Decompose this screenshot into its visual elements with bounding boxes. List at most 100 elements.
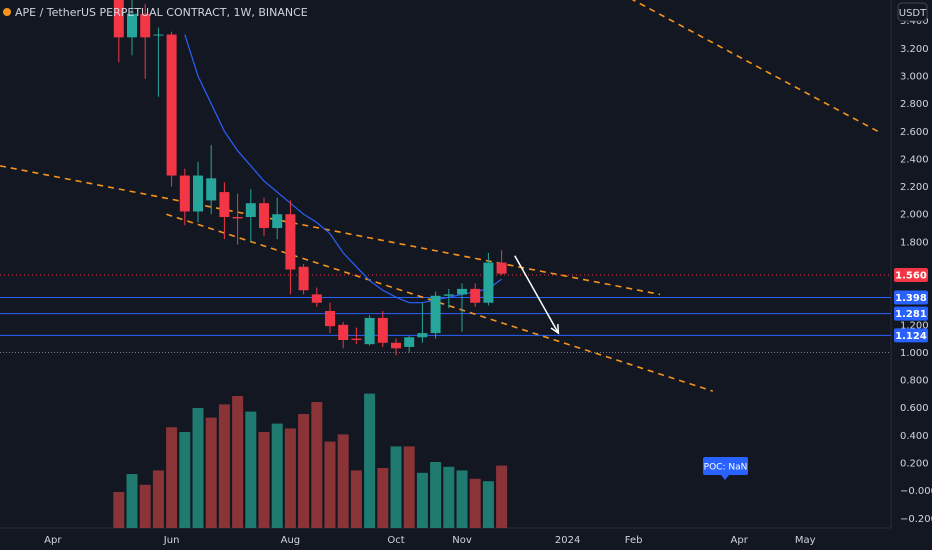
candle-body — [470, 288, 481, 303]
candle — [351, 327, 362, 345]
price-tick-label: 1.200 — [900, 320, 929, 331]
candle — [325, 302, 335, 334]
candle — [457, 283, 467, 332]
candle-body — [443, 294, 454, 296]
price-tick-label: 0.400 — [900, 431, 929, 442]
candle — [140, 4, 151, 79]
candle-body — [127, 13, 137, 38]
candle-body — [430, 295, 441, 334]
candle-body — [140, 13, 151, 38]
candle — [311, 287, 322, 307]
candle — [179, 168, 190, 226]
candle-body — [272, 214, 283, 229]
currency-button[interactable]: USDT — [897, 2, 928, 22]
symbol-logo-icon — [3, 8, 11, 16]
candle — [245, 189, 256, 242]
candle-body — [285, 214, 296, 270]
symbol-info[interactable]: APE / TetherUS PERPETUAL CONTRACT, 1W, B… — [3, 6, 308, 19]
candle-body — [113, 0, 124, 38]
volume-bar — [298, 414, 310, 528]
candle — [166, 31, 177, 187]
volume-bar — [390, 446, 402, 528]
candle — [285, 200, 296, 295]
candle-body — [364, 317, 375, 345]
candle-body — [166, 34, 177, 176]
volume-bar — [232, 396, 244, 528]
poc-badge-pointer — [721, 475, 729, 480]
candle-body — [311, 294, 322, 303]
volume-bar — [152, 470, 164, 528]
price-tick-label: 0.800 — [900, 376, 929, 387]
candle-body — [457, 288, 467, 295]
volume-bar — [179, 432, 191, 528]
poc-label: POC: NaN — [704, 463, 748, 473]
price-tag-label: 1.281 — [895, 309, 927, 320]
volume-bar — [482, 481, 494, 528]
candle-body — [377, 317, 388, 343]
candle — [470, 283, 481, 307]
candle-body — [351, 338, 362, 341]
time-tick-label: Feb — [625, 535, 643, 546]
price-tick-label: 1.800 — [900, 237, 929, 248]
price-tick-label: −0.000 — [900, 486, 932, 497]
volume-bar — [364, 393, 376, 528]
price-tick-label: 2.800 — [900, 99, 929, 110]
price-tick-label: 2.600 — [900, 127, 929, 138]
time-tick-label: Oct — [387, 535, 404, 546]
poc-badge[interactable]: POC: NaN — [703, 457, 748, 480]
price-tick-label: 2.000 — [900, 210, 929, 221]
candle — [153, 27, 164, 97]
volume-bar — [430, 462, 442, 528]
price-tag-box — [894, 290, 928, 305]
candle — [113, 0, 124, 63]
candle — [272, 197, 283, 240]
projection-arrow — [514, 255, 560, 335]
symbol-title: APE / TetherUS PERPETUAL CONTRACT, 1W, B… — [15, 6, 308, 19]
candle-body — [259, 203, 269, 229]
candle — [483, 252, 494, 306]
volume-bar — [139, 484, 151, 528]
candle — [193, 161, 203, 223]
price-tick-label: 3.400 — [900, 16, 929, 27]
candle — [232, 193, 243, 245]
arrow-shaft — [514, 255, 560, 334]
candle-body — [245, 203, 256, 218]
price-axis[interactable]: 3.400 3.200 3.000 2.800 2.600 2.400 2.200 2.000… — [900, 16, 932, 525]
price-tick-label: 0.200 — [900, 459, 929, 470]
candle — [377, 310, 388, 347]
price-tags: 1.560 1.398 1.281 1.124 — [894, 268, 928, 343]
currency-button-frame — [897, 2, 928, 22]
candle-body — [298, 266, 309, 291]
candle-body — [206, 178, 217, 201]
volume-bar — [284, 428, 296, 528]
time-tick-label: May — [795, 535, 816, 546]
price-tick-label: 3.000 — [900, 72, 929, 83]
candle — [338, 322, 349, 349]
candle — [443, 288, 454, 309]
price-tag-box — [894, 306, 928, 321]
price-tick-label: 2.400 — [900, 154, 929, 165]
candle-body — [338, 324, 349, 341]
volume-bar — [166, 427, 178, 528]
candle — [219, 182, 230, 240]
candle-body — [219, 192, 230, 218]
candle — [298, 264, 309, 295]
volume-bar — [350, 470, 362, 528]
arrow-head — [550, 324, 560, 335]
time-tick-label: Apr — [44, 535, 62, 546]
currency-button-label: USDT — [899, 8, 927, 19]
time-tick-label: Nov — [452, 535, 472, 546]
volume-bars — [113, 393, 508, 528]
volume-bar — [192, 408, 204, 528]
candle — [206, 145, 217, 215]
candle-body — [153, 34, 164, 36]
candle — [259, 197, 269, 237]
volume-bar — [337, 434, 349, 528]
candle-body — [193, 175, 203, 212]
time-axis[interactable]: Apr Jun Aug Oct Nov 2024 Feb Apr May — [44, 535, 815, 546]
candle — [430, 291, 441, 339]
price-tick-label: 1.000 — [900, 348, 929, 359]
volume-bar — [403, 446, 415, 528]
volume-bar — [311, 402, 323, 528]
